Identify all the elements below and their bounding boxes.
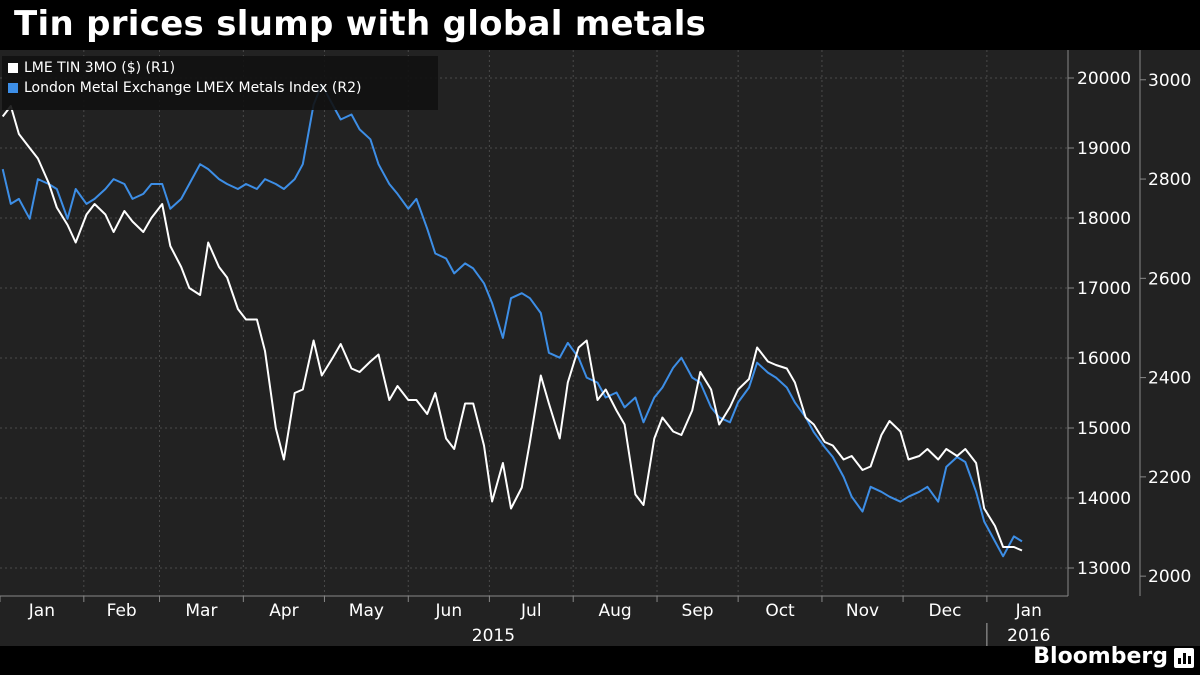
r1-tick-label: 16000 [1077,349,1131,369]
r2-tick-label: 2200 [1148,468,1191,488]
r1-tick-label: 18000 [1077,209,1131,229]
series-line-lme-tin [1,105,1023,552]
r1-tick-label: 15000 [1077,419,1131,439]
legend-swatch [8,63,18,73]
x-tick-label: Aug [599,601,632,621]
x-tick-label: Oct [765,601,795,621]
x-tick-label: May [349,601,384,621]
bloomberg-logo: Bloomberg [1033,644,1168,669]
x-tick-label: Jun [435,601,463,621]
x-tick-label: Dec [929,601,962,621]
r1-tick-label: 13000 [1077,559,1131,579]
r1-tick-label: 17000 [1077,279,1131,299]
r1-tick-label: 14000 [1077,489,1131,509]
x-tick-label: Apr [269,601,298,621]
x-tick-label: Jan [1015,601,1042,621]
plot-background [0,50,1200,646]
x-tick-label: Nov [846,601,879,621]
legend-swatch [8,83,18,93]
x-tick-label: Jul [520,601,542,621]
chart-title: Tin prices slump with global metals [14,4,707,44]
bloomberg-chart-icon [1174,648,1194,668]
series-line-lmex-index [1,83,1023,558]
legend-label: LME TIN 3MO ($) (R1) [24,60,175,76]
r2-tick-label: 2800 [1148,170,1191,190]
axes: Jan Feb Mar Apr May Jun Jul Aug Sep Oct Nov Dec Jan 2… [0,50,1191,646]
legend: LME TIN 3MO ($) (R1) London Metal Exchang… [2,56,438,110]
r2-tick-label: 3000 [1148,71,1191,91]
year-label: 2016 [1007,626,1050,646]
r1-tick-label: 19000 [1077,139,1131,159]
x-tick-label: Mar [185,601,217,621]
r2-tick-label: 2600 [1148,269,1191,289]
series-layer [1,83,1023,558]
x-tick-label: Feb [107,601,137,621]
legend-label: London Metal Exchange LMEX Metals Index … [24,80,361,96]
r1-tick-label: 20000 [1077,69,1131,89]
x-tick-label: Jan [28,601,55,621]
legend-box [2,56,438,110]
r2-tick-label: 2000 [1148,567,1191,587]
x-tick-label: Sep [682,601,714,621]
gridlines [0,50,1068,596]
r2-tick-label: 2400 [1148,369,1191,389]
year-label: 2015 [472,626,515,646]
